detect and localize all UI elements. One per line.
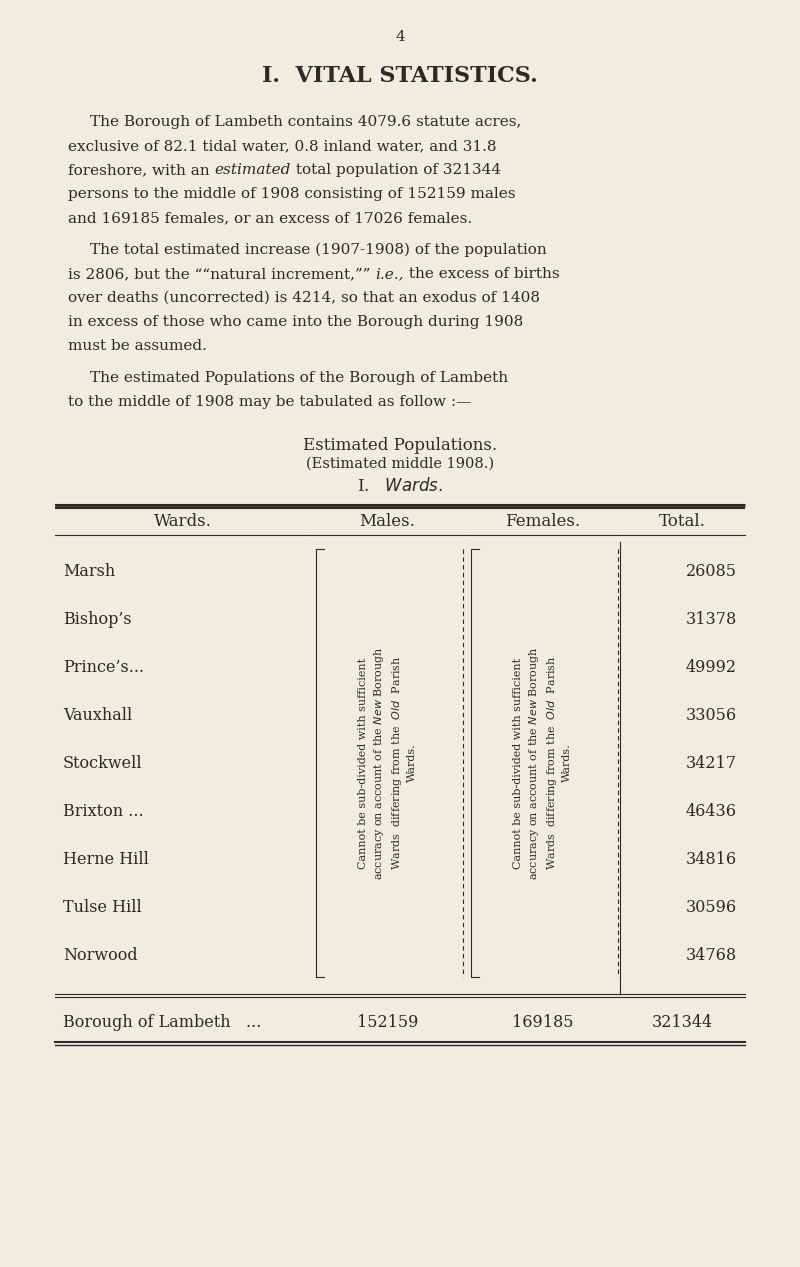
Text: persons to the middle of 1908 consisting of 152159 males: persons to the middle of 1908 consisting… <box>68 188 515 201</box>
Text: in excess of those who came into the Borough during 1908: in excess of those who came into the Bor… <box>68 315 523 329</box>
Text: The Borough of Lambeth contains 4079.6 statute acres,: The Borough of Lambeth contains 4079.6 s… <box>90 115 522 129</box>
Text: Herne Hill: Herne Hill <box>63 850 149 868</box>
Text: foreshore, with an: foreshore, with an <box>68 163 214 177</box>
Text: Norwood: Norwood <box>63 946 138 963</box>
Text: Vauxhall: Vauxhall <box>63 707 132 723</box>
Text: over deaths (uncorrected) is 4214, so that an exodus of 1408: over deaths (uncorrected) is 4214, so th… <box>68 291 540 305</box>
Text: 34768: 34768 <box>686 946 737 963</box>
Text: 46436: 46436 <box>686 802 737 820</box>
Text: 26085: 26085 <box>686 563 737 579</box>
Text: Tulse Hill: Tulse Hill <box>63 898 142 916</box>
Text: Estimated Populations.: Estimated Populations. <box>303 437 497 454</box>
Text: 34816: 34816 <box>686 850 737 868</box>
Text: 152159: 152159 <box>357 1014 418 1031</box>
Text: Males.: Males. <box>359 513 415 530</box>
Text: I.  VITAL STATISTICS.: I. VITAL STATISTICS. <box>262 65 538 87</box>
Text: Borough of Lambeth   ...: Borough of Lambeth ... <box>63 1014 262 1031</box>
Text: estimated: estimated <box>214 163 291 177</box>
Text: the excess of births: the excess of births <box>404 267 559 281</box>
Text: 321344: 321344 <box>652 1014 713 1031</box>
Text: 33056: 33056 <box>686 707 737 723</box>
Text: and 169185 females, or an excess of 17026 females.: and 169185 females, or an excess of 1702… <box>68 212 472 226</box>
Text: 49992: 49992 <box>686 659 737 675</box>
Text: The total estimated increase (1907-1908) of the population: The total estimated increase (1907-1908)… <box>90 243 546 257</box>
Text: 34217: 34217 <box>686 755 737 772</box>
Text: (Estimated middle 1908.): (Estimated middle 1908.) <box>306 457 494 471</box>
Text: Prince’s...: Prince’s... <box>63 659 144 675</box>
Text: Cannot be sub-divided with sufficient
accuracy on account of the $\it{New}$ Boro: Cannot be sub-divided with sufficient ac… <box>513 646 572 879</box>
Text: Total.: Total. <box>659 513 706 530</box>
Text: I.   $\it{Wards}$.: I. $\it{Wards}$. <box>357 476 443 495</box>
Text: is 2806, but the ““natural increment,””: is 2806, but the ““natural increment,”” <box>68 267 375 281</box>
Text: Cannot be sub-divided with sufficient
accuracy on account of the $\it{New}$ Boro: Cannot be sub-divided with sufficient ac… <box>358 646 417 879</box>
Text: must be assumed.: must be assumed. <box>68 340 207 353</box>
Text: Wards.: Wards. <box>154 513 211 530</box>
Text: Brixton ...: Brixton ... <box>63 802 144 820</box>
Text: 31378: 31378 <box>686 611 737 627</box>
Text: 169185: 169185 <box>512 1014 574 1031</box>
Text: exclusive of 82.1 tidal water, 0.8 inland water, and 31.8: exclusive of 82.1 tidal water, 0.8 inlan… <box>68 139 497 153</box>
Text: Females.: Females. <box>505 513 580 530</box>
Text: 4: 4 <box>395 30 405 44</box>
Text: to the middle of 1908 may be tabulated as follow :—: to the middle of 1908 may be tabulated a… <box>68 395 471 409</box>
Text: The estimated Populations of the Borough of Lambeth: The estimated Populations of the Borough… <box>90 371 508 385</box>
Text: total population of 321344: total population of 321344 <box>291 163 501 177</box>
Text: 30596: 30596 <box>686 898 737 916</box>
Text: i.e.,: i.e., <box>375 267 404 281</box>
Text: Stockwell: Stockwell <box>63 755 142 772</box>
Text: Marsh: Marsh <box>63 563 115 579</box>
Text: Bishop’s: Bishop’s <box>63 611 132 627</box>
